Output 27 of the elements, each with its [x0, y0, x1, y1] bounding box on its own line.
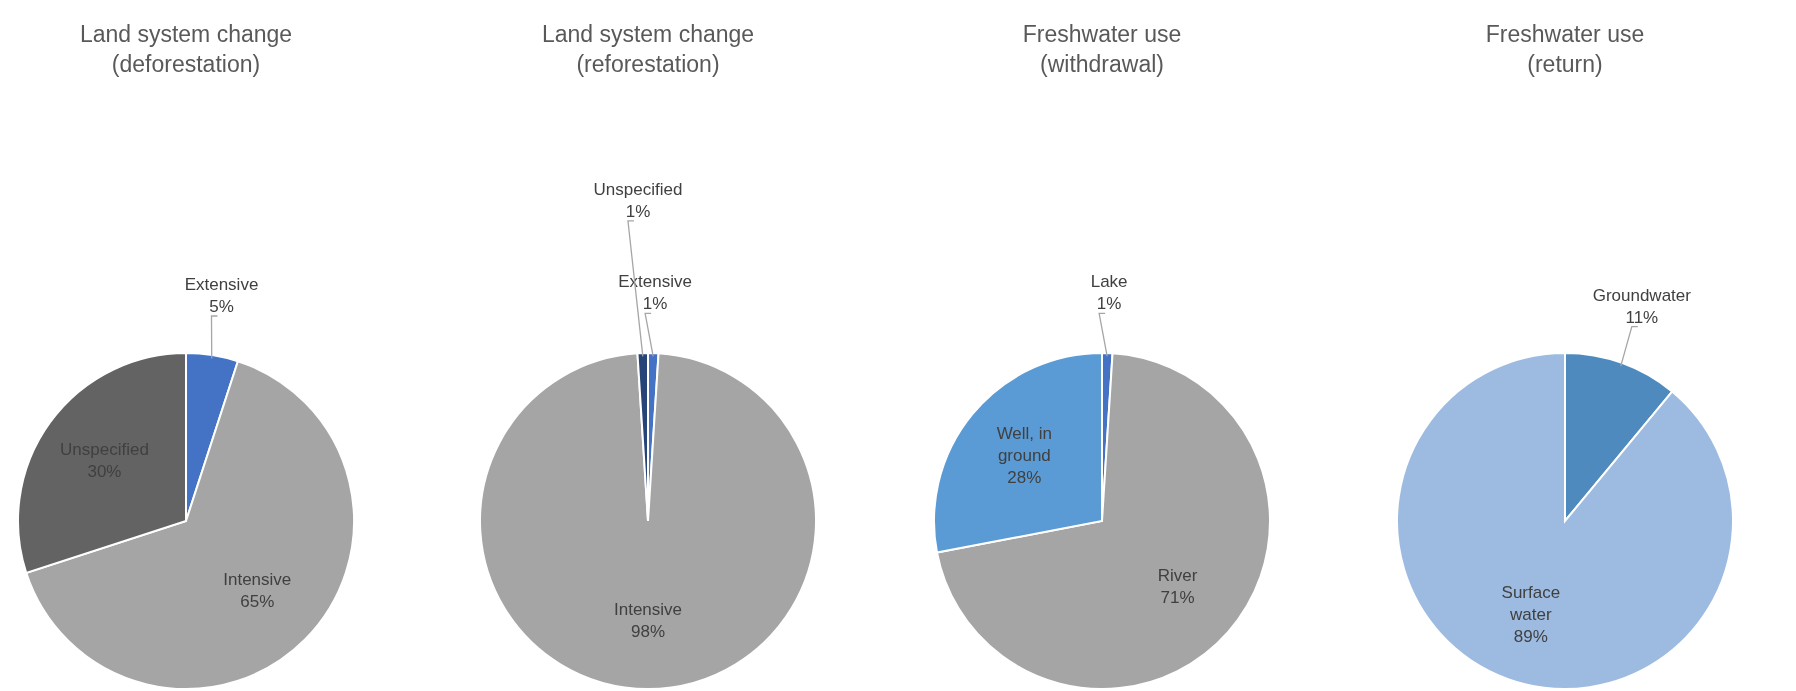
pie-slice — [935, 352, 1271, 690]
slice-label: Well, in ground — [996, 424, 1053, 466]
slice-label: Extensive — [184, 275, 259, 295]
pie-slice — [1396, 352, 1734, 690]
data-label: 11% — [1625, 308, 1659, 328]
data-label: 98% — [630, 622, 666, 642]
slice-label: Lake — [1090, 272, 1128, 292]
data-label: 1% — [1096, 294, 1122, 314]
slice-label: River — [1157, 566, 1198, 586]
data-label: 1% — [625, 202, 651, 222]
chart-title: Land system change (deforestation) — [79, 21, 293, 77]
pie-slice — [479, 352, 817, 690]
chart-title: Freshwater use (return) — [1485, 21, 1645, 77]
slice-label: Intensive — [613, 600, 683, 620]
data-label: 89% — [1513, 627, 1548, 647]
slice-label: Unspecified — [593, 180, 683, 200]
slice-label: Surface water — [1501, 583, 1561, 625]
data-label: 71% — [1160, 588, 1195, 608]
slice-label: Intensive — [223, 570, 292, 590]
slice-label: Extensive — [618, 272, 692, 292]
slice-label: Groundwater — [1592, 286, 1692, 306]
chart-title: Freshwater use (withdrawal) — [1022, 21, 1182, 77]
chart-title: Land system change (reforestation) — [541, 21, 755, 77]
data-label: 28% — [1007, 468, 1042, 488]
data-label: 1% — [642, 294, 668, 314]
data-label: 65% — [240, 592, 275, 612]
data-label: 5% — [209, 297, 234, 317]
